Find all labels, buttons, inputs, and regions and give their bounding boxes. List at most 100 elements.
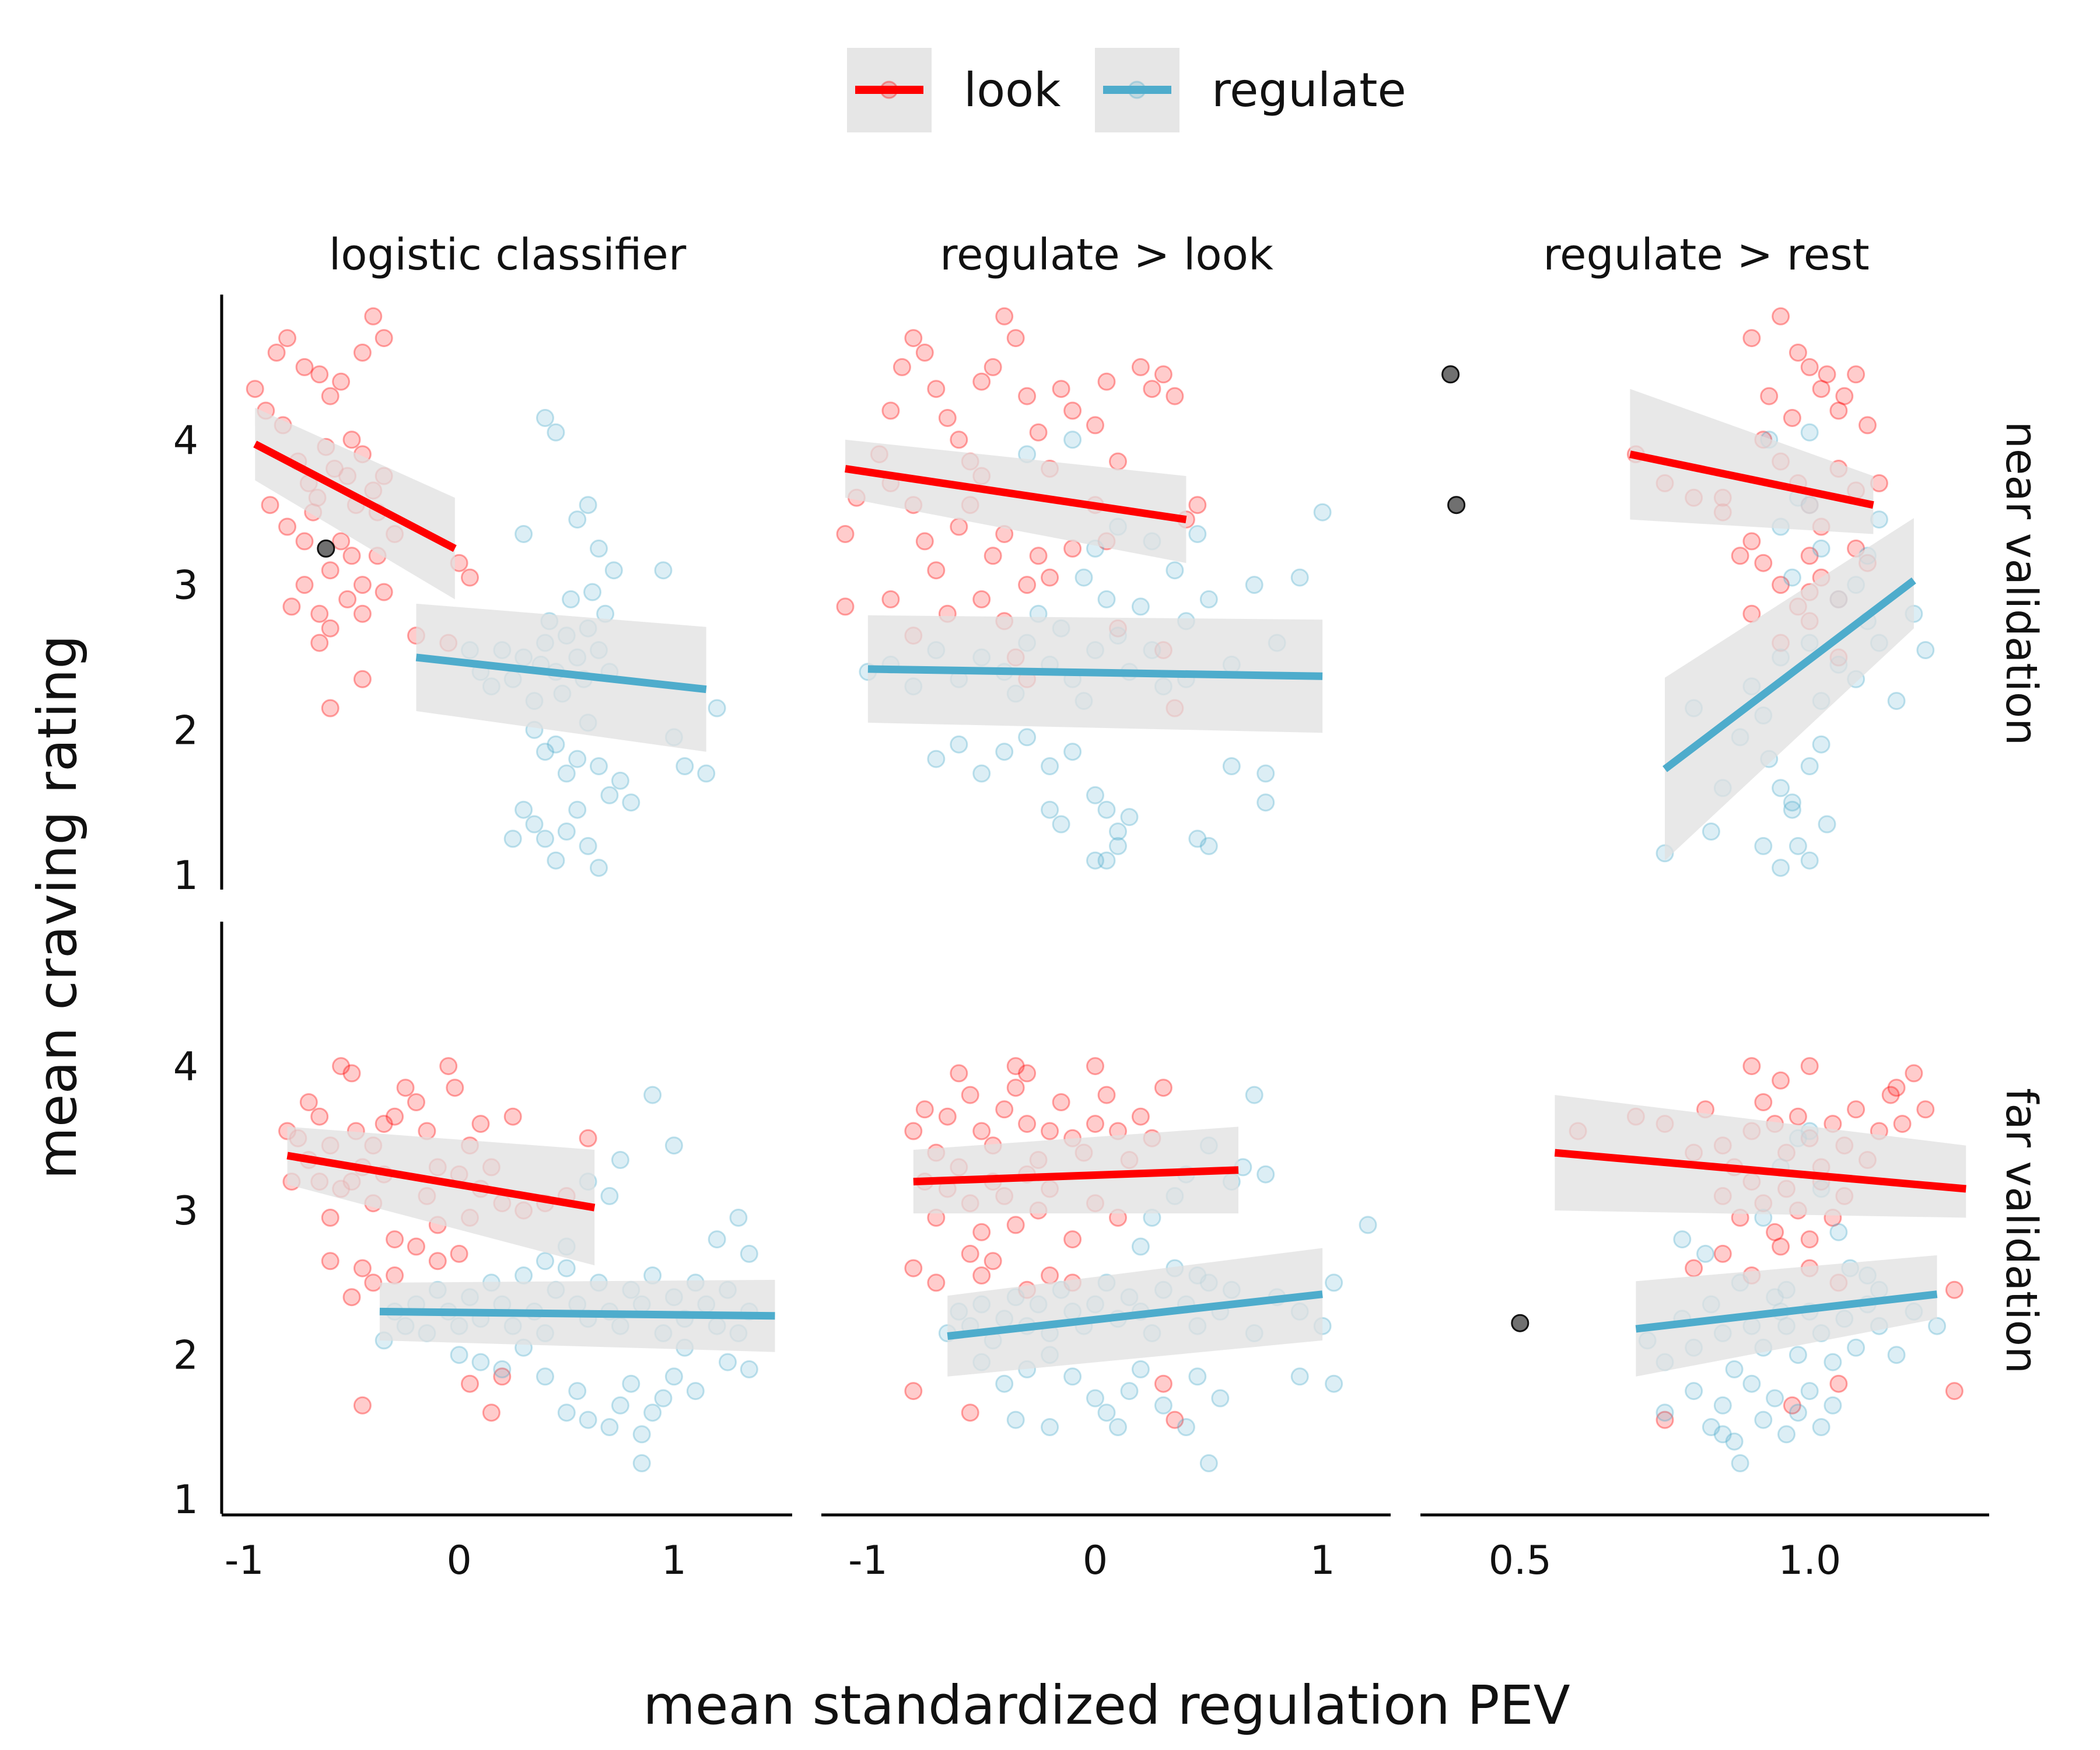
look-point <box>278 517 296 536</box>
regulate-point <box>1313 503 1332 522</box>
regulate-point <box>1766 1389 1784 1408</box>
look-point <box>321 619 340 638</box>
y-axes: 1 2 3 4 1 2 3 4 <box>173 295 223 1523</box>
regulate-point <box>1702 1418 1720 1436</box>
look-point <box>915 532 934 551</box>
regulate-point <box>1109 836 1127 855</box>
look-point <box>1754 554 1773 572</box>
panels <box>246 307 1966 1472</box>
look-point <box>1006 1216 1025 1234</box>
look-point <box>1656 1410 1674 1429</box>
look-point <box>881 590 900 608</box>
regulate-point <box>654 1389 673 1408</box>
look-fit-line <box>1629 450 1874 509</box>
regulate-point <box>622 793 640 812</box>
regulate-point <box>1041 800 1059 819</box>
look-point <box>1018 1064 1037 1083</box>
look-point <box>342 430 361 449</box>
regulate-point <box>1063 430 1082 449</box>
look-point <box>950 1064 968 1083</box>
x-tick-label: 0.5 <box>1489 1538 1552 1584</box>
look-point <box>984 547 1002 565</box>
look-point <box>1086 1115 1104 1133</box>
regulate-point <box>1800 757 1819 775</box>
look-point <box>310 365 329 384</box>
regulate-point <box>557 764 576 783</box>
regulate-point <box>1812 735 1831 754</box>
regulate-point <box>1041 757 1059 775</box>
y-tick-label: 4 <box>173 418 198 464</box>
look-point <box>461 1374 479 1393</box>
regulate-point <box>547 851 565 870</box>
look-point <box>1731 547 1749 565</box>
look-point <box>342 1288 361 1307</box>
look-point <box>938 1107 957 1126</box>
look-point <box>353 670 372 688</box>
look-point <box>321 387 340 405</box>
row-label-far-validation: far validation <box>1996 1088 2046 1374</box>
regulate-point <box>1222 757 1241 775</box>
look-point <box>927 380 946 398</box>
look-point <box>446 1079 464 1097</box>
look-point <box>904 1382 923 1401</box>
regulate-point <box>1256 793 1275 812</box>
look-confidence-band <box>845 439 1186 564</box>
look-point <box>995 1100 1014 1119</box>
look-point <box>1800 1057 1819 1076</box>
column-title-regulate-look: regulate > look <box>940 230 1273 280</box>
outlier-point <box>1511 1314 1530 1332</box>
x-tick-label: 0 <box>1083 1538 1108 1584</box>
look-point <box>1800 358 1819 376</box>
regulate-point <box>536 1367 554 1386</box>
regulate-point <box>1713 1396 1732 1415</box>
regulate-point <box>1074 568 1093 587</box>
regulate-point <box>1359 1216 1377 1234</box>
look-point <box>1018 576 1037 594</box>
look-point <box>353 1396 372 1415</box>
regulate-point <box>1018 728 1037 747</box>
x-axes: -1 0 1 -1 0 1 0.5 1.0 <box>222 1513 1989 1584</box>
regulate-point <box>1052 815 1070 834</box>
regulate-point <box>995 743 1014 761</box>
look-point <box>1143 380 1161 398</box>
x-tick-label: 1 <box>1310 1538 1335 1584</box>
look-point <box>1829 401 1848 420</box>
regulate-point <box>1120 808 1139 827</box>
regulate-point <box>536 743 554 761</box>
look-point <box>1754 1093 1773 1111</box>
look-point <box>1188 496 1207 514</box>
regulate-point <box>1325 1374 1343 1393</box>
regulate-confidence-band <box>1665 518 1914 861</box>
regulate-point <box>1887 1346 1906 1364</box>
regulate-point <box>1211 1389 1230 1408</box>
regulate-point <box>557 1259 576 1278</box>
look-point <box>386 1107 404 1126</box>
regulate-point <box>708 699 726 718</box>
regulate-point <box>611 1396 629 1415</box>
look-point <box>950 430 968 449</box>
regulate-point <box>579 836 597 855</box>
column-title-regulate-rest: regulate > rest <box>1543 230 1870 280</box>
look-point <box>1772 576 1790 594</box>
regulate-point <box>536 1252 554 1270</box>
regulate-point <box>1788 1404 1807 1422</box>
look-fit-line <box>845 465 1187 524</box>
regulate-point <box>1725 1432 1744 1451</box>
look-point <box>282 597 301 616</box>
look-point <box>1154 1079 1172 1097</box>
regulate-point <box>1656 1404 1674 1422</box>
regulate-point <box>1870 510 1888 529</box>
regulate-point <box>1916 641 1935 659</box>
look-point <box>1772 1071 1790 1090</box>
regulate-point <box>1812 1418 1831 1436</box>
regulate-point <box>643 1086 662 1104</box>
regulate-point <box>1256 1165 1275 1184</box>
look-point <box>353 604 372 623</box>
x-tick-label: 1.0 <box>1778 1538 1841 1584</box>
regulate-point <box>1086 1389 1104 1408</box>
x-tick-label: 1 <box>662 1538 687 1584</box>
look-point <box>1916 1100 1935 1119</box>
regulate-point <box>600 1418 619 1436</box>
regulate-point <box>1824 1353 1842 1371</box>
regulate-point <box>1109 822 1127 841</box>
